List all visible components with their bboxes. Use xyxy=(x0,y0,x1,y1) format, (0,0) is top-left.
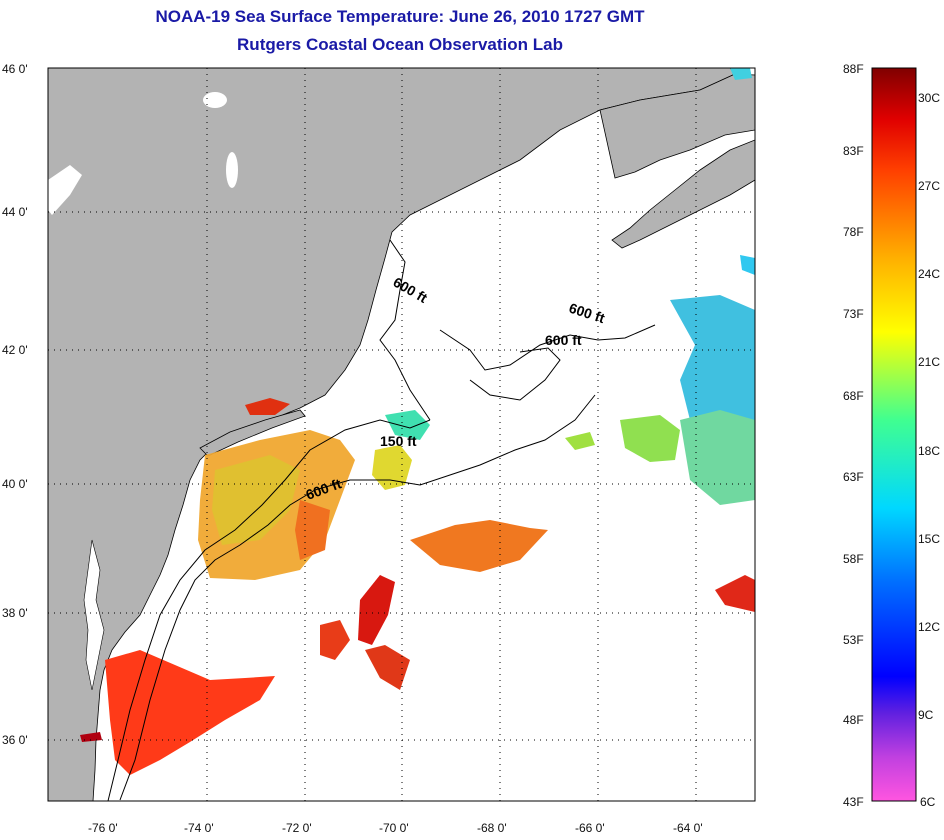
sst-patch xyxy=(105,650,275,775)
colorbar-c-label: 12C xyxy=(918,620,940,634)
contour-600ft xyxy=(119,394,596,801)
land-nova-scotia xyxy=(611,139,755,249)
lake-shape xyxy=(203,92,227,108)
lat-label: 38 0' xyxy=(2,606,28,620)
colorbar-c-label: 18C xyxy=(918,444,940,458)
colorbar-c-label: 21C xyxy=(918,355,940,369)
colorbar-c-label: 30C xyxy=(918,91,940,105)
colorbar-f-label: 78F xyxy=(843,225,864,239)
lon-label: -74 0' xyxy=(184,821,214,835)
colorbar-c-label: 15C xyxy=(918,532,940,546)
sst-patch xyxy=(680,410,755,505)
sst-patch xyxy=(715,575,755,612)
colorbar-f-label: 48F xyxy=(843,713,864,727)
colorbar-c-label: 24C xyxy=(918,267,940,281)
lake-shape xyxy=(48,165,82,215)
lat-label: 36 0' xyxy=(2,733,28,747)
colorbar-f-label: 63F xyxy=(843,470,864,484)
colorbar xyxy=(871,67,917,802)
colorbar-c-label: 9C xyxy=(918,708,934,722)
colorbar-f-label: 83F xyxy=(843,144,864,158)
land-maritimes xyxy=(599,73,755,179)
lat-label: 44 0' xyxy=(2,205,28,219)
map-subtitle: Rutgers Coastal Ocean Observation Lab xyxy=(237,35,563,54)
lat-label: 42 0' xyxy=(2,343,28,357)
sst-patch xyxy=(565,432,595,450)
lon-label: -66 0' xyxy=(575,821,605,835)
colorbar-c-label: 6C xyxy=(920,795,936,809)
sst-patch xyxy=(730,68,752,80)
lon-label: -70 0' xyxy=(379,821,409,835)
lon-label: -72 0' xyxy=(282,821,312,835)
colorbar-f-label: 73F xyxy=(843,307,864,321)
sst-patch xyxy=(295,500,330,560)
lake-shape xyxy=(226,152,238,188)
lat-label: 46 0' xyxy=(2,62,28,76)
sst-patch xyxy=(410,520,548,572)
colorbar-f-label: 43F xyxy=(843,795,864,809)
contour-label: 600 ft xyxy=(545,332,582,348)
contour-gulf-of-maine xyxy=(379,239,656,421)
sst-patch xyxy=(245,398,290,415)
contour-label: 150 ft xyxy=(380,433,417,449)
sst-patch xyxy=(385,410,430,440)
sst-patch xyxy=(320,620,350,660)
sst-patch xyxy=(740,255,755,275)
lon-label: -68 0' xyxy=(477,821,507,835)
sst-patch xyxy=(365,645,410,690)
map-title: NOAA-19 Sea Surface Temperature: June 26… xyxy=(155,7,645,26)
colorbar-f-label: 53F xyxy=(843,633,864,647)
lat-label: 40 0' xyxy=(2,477,28,491)
sst-patch xyxy=(358,575,395,645)
colorbar-f-label: 68F xyxy=(843,389,864,403)
lon-label: -64 0' xyxy=(673,821,703,835)
sst-patch xyxy=(212,455,300,545)
lon-label: -76 0' xyxy=(88,821,118,835)
colorbar-f-label: 58F xyxy=(843,552,864,566)
colorbar-c-label: 27C xyxy=(918,179,940,193)
sst-patch xyxy=(372,445,412,490)
sst-patch xyxy=(670,295,755,440)
sst-patch xyxy=(620,415,680,462)
graticule xyxy=(48,68,755,801)
contour-150ft xyxy=(107,419,431,801)
colorbar-f-label: 88F xyxy=(843,62,864,76)
water-chesapeake xyxy=(83,539,105,691)
